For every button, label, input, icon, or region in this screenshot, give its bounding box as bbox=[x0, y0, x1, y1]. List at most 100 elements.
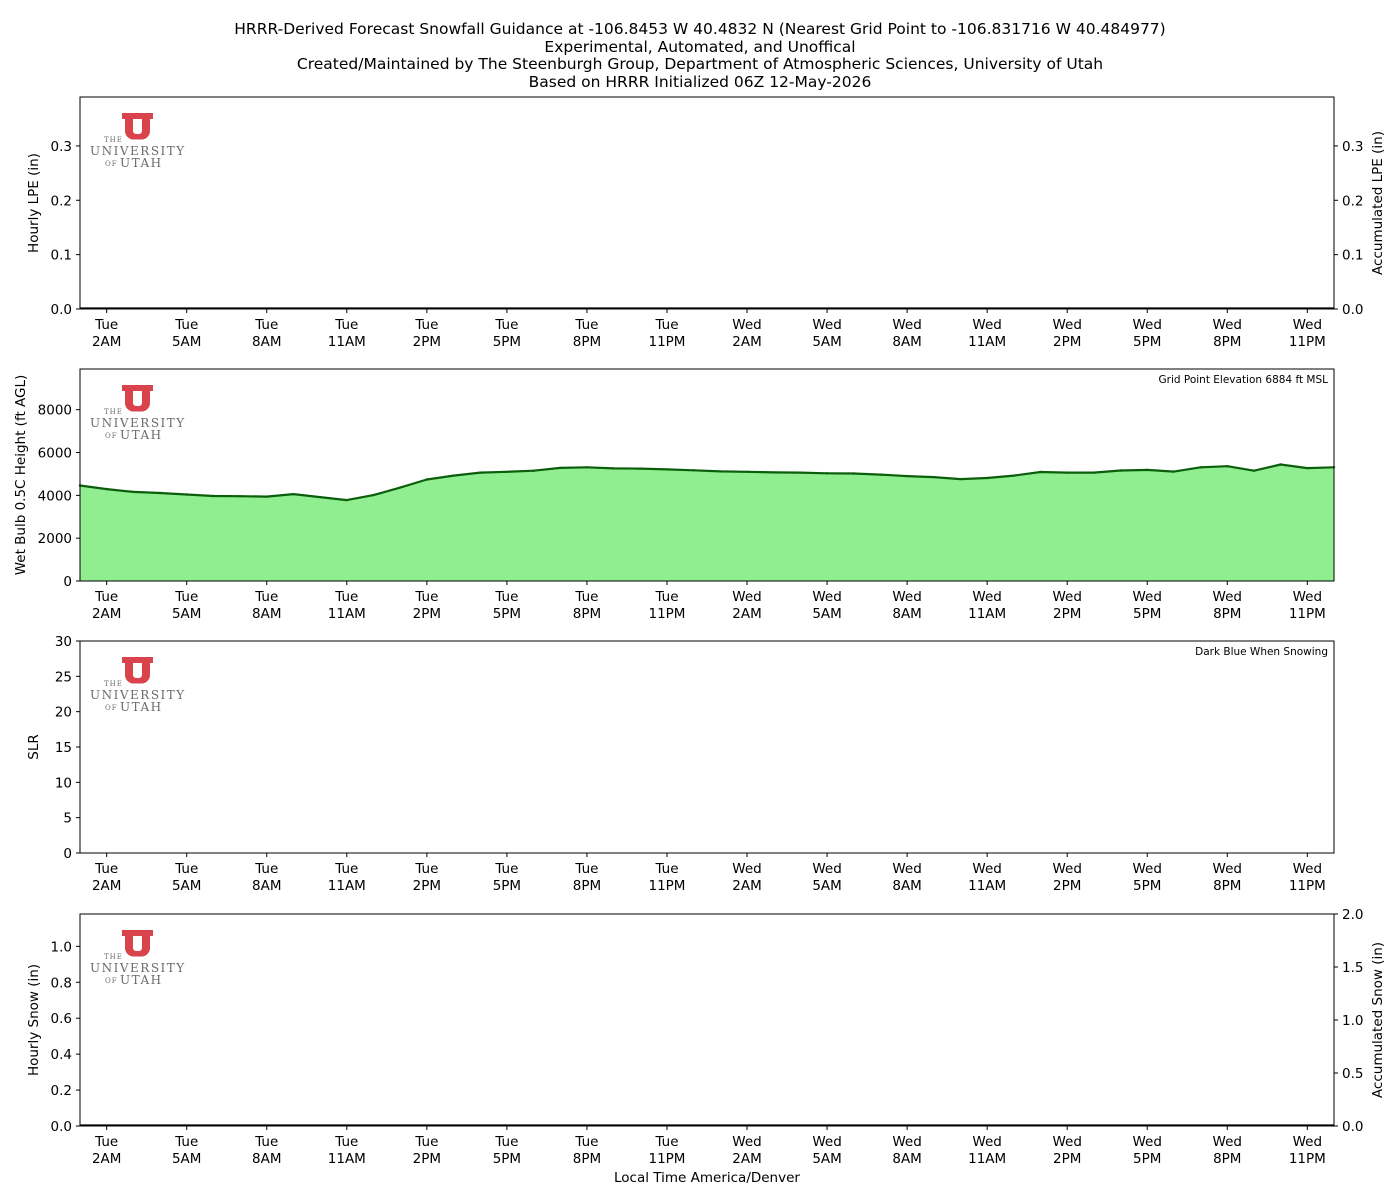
x-tick-label-day: Tue bbox=[494, 317, 518, 333]
wetbulb-point bbox=[1146, 468, 1149, 472]
x-tick-label-time: 11AM bbox=[968, 1151, 1006, 1167]
x-tick-label-day: Wed bbox=[1213, 317, 1242, 333]
wetbulb-area-fill bbox=[80, 464, 1334, 581]
x-tick-label-time: 2PM bbox=[413, 878, 441, 894]
x-tick-label-time: 2AM bbox=[732, 878, 761, 894]
x-tick-label-day: Tue bbox=[654, 589, 678, 605]
y-tick-label: 8000 bbox=[38, 403, 72, 419]
x-tick-label-time: 8AM bbox=[252, 334, 281, 350]
logo-text-of: OF bbox=[105, 432, 118, 440]
x-tick-label-time: 5AM bbox=[172, 878, 201, 894]
x-tick-label-time: 8PM bbox=[1213, 878, 1241, 894]
x-tick-label-day: Wed bbox=[1293, 1134, 1322, 1150]
x-tick-label-time: 2PM bbox=[1053, 878, 1081, 894]
y2-axis-label: Accumulated Snow (in) bbox=[1370, 942, 1386, 1098]
x-tick-label-day: Wed bbox=[1052, 317, 1081, 333]
wetbulb-point bbox=[505, 470, 509, 473]
x-tick-label-day: Wed bbox=[1293, 861, 1322, 877]
y-tick-label: 0.4 bbox=[51, 1047, 72, 1063]
x-tick-label-time: 11PM bbox=[1289, 1151, 1326, 1167]
x-tick-label-time: 8PM bbox=[1213, 606, 1241, 622]
x-tick-label-time: 11PM bbox=[648, 1151, 685, 1167]
x-tick-label-time: 8AM bbox=[252, 1151, 281, 1167]
x-tick-label-day: Tue bbox=[254, 317, 278, 333]
chart-title-line-2: Experimental, Automated, and Unoffical bbox=[544, 37, 856, 56]
x-tick-label-time: 2PM bbox=[1053, 334, 1081, 350]
x-tick-label-time: 8AM bbox=[892, 606, 921, 622]
x-tick-label-day: Wed bbox=[1133, 1134, 1162, 1150]
wetbulb-point bbox=[292, 492, 295, 496]
logo-text-the: THE bbox=[104, 408, 123, 416]
x-tick-label-day: Tue bbox=[414, 317, 438, 333]
y-tick-label: 0.0 bbox=[51, 1119, 72, 1135]
x-tick-label-day: Wed bbox=[892, 1134, 921, 1150]
wetbulb-point bbox=[585, 466, 589, 469]
y-tick-label: 4000 bbox=[38, 488, 72, 504]
x-tick-label-day: Wed bbox=[1133, 589, 1162, 605]
wetbulb-point bbox=[452, 474, 455, 477]
x-tick-label-day: Tue bbox=[414, 589, 438, 605]
x-tick-label-day: Wed bbox=[1213, 1134, 1242, 1150]
x-tick-label-time: 2AM bbox=[92, 606, 121, 622]
y-tick-label: 15 bbox=[55, 740, 72, 756]
block-u-icon bbox=[122, 657, 153, 684]
x-tick-label-time: 8AM bbox=[252, 606, 281, 622]
y2-tick-label: 0.3 bbox=[1342, 139, 1363, 155]
wetbulb-point bbox=[425, 478, 429, 481]
wetbulb-point bbox=[1012, 474, 1015, 477]
wetbulb-point bbox=[265, 495, 268, 498]
y-tick-label: 5 bbox=[63, 811, 72, 827]
panel-annotation: Dark Blue When Snowing bbox=[1195, 646, 1328, 658]
y-tick-label: 10 bbox=[55, 775, 72, 791]
wetbulb-point bbox=[318, 495, 322, 499]
wetbulb-point bbox=[932, 475, 935, 479]
logo-text-of: OF bbox=[105, 160, 118, 168]
logo-text-university: UNIVERSITY bbox=[90, 144, 186, 158]
x-tick-label-day: Tue bbox=[94, 861, 118, 877]
x-tick-label-day: Wed bbox=[1052, 1134, 1081, 1150]
x-tick-label-day: Tue bbox=[574, 589, 598, 605]
x-tick-label-day: Wed bbox=[892, 861, 921, 877]
x-tick-label-time: 8PM bbox=[1213, 334, 1241, 350]
x-tick-label-day: Tue bbox=[254, 589, 278, 605]
wetbulb-point bbox=[639, 467, 642, 470]
x-tick-label-time: 8PM bbox=[573, 334, 601, 350]
x-tick-label-time: 8PM bbox=[573, 1151, 601, 1167]
x-tick-label-time: 2AM bbox=[732, 606, 761, 622]
wetbulb-point bbox=[345, 498, 348, 502]
wetbulb-point bbox=[1199, 466, 1202, 469]
x-tick-label-time: 2PM bbox=[1053, 606, 1081, 622]
x-tick-label-day: Tue bbox=[94, 589, 118, 605]
wetbulb-point bbox=[799, 471, 802, 474]
logo-text-utah: UTAH bbox=[120, 428, 163, 442]
x-tick-label-time: 11AM bbox=[328, 878, 366, 894]
y-tick-label: 30 bbox=[55, 634, 72, 650]
wetbulb-point bbox=[158, 491, 162, 495]
wetbulb-point bbox=[1066, 471, 1069, 474]
wetbulb-point bbox=[1252, 469, 1256, 472]
x-tick-label-day: Wed bbox=[732, 1134, 761, 1150]
x-tick-label-day: Tue bbox=[334, 1134, 358, 1150]
plot-frame-wetbulb bbox=[79, 368, 1335, 582]
x-tick-label-day: Wed bbox=[1133, 317, 1162, 333]
x-tick-label-day: Tue bbox=[414, 1134, 438, 1150]
x-tick-label-day: Tue bbox=[654, 1134, 678, 1150]
logo-text-university: UNIVERSITY bbox=[90, 688, 186, 702]
chart-title-line-3: Created/Maintained by The Steenburgh Gro… bbox=[296, 55, 1104, 73]
y-axis-label: Hourly Snow (in) bbox=[26, 964, 42, 1076]
x-tick-label-day: Tue bbox=[494, 1134, 518, 1150]
x-tick-label-day: Wed bbox=[1213, 861, 1242, 877]
x-tick-label-time: 5PM bbox=[1133, 334, 1161, 350]
chart-title-block: HRRR-Derived Forecast Snowfall Guidance … bbox=[0, 20, 1400, 91]
logo-text-of: OF bbox=[105, 977, 118, 985]
wetbulb-point bbox=[1119, 469, 1122, 472]
logo-text-utah: UTAH bbox=[120, 156, 163, 170]
x-tick-label-day: Wed bbox=[1293, 589, 1322, 605]
wetbulb-point bbox=[532, 469, 535, 472]
y2-tick-label: 0.5 bbox=[1342, 1066, 1363, 1082]
y-tick-label: 0.2 bbox=[51, 1083, 72, 1099]
x-tick-label-time: 5PM bbox=[1133, 1151, 1161, 1167]
x-tick-label-day: Tue bbox=[654, 861, 678, 877]
